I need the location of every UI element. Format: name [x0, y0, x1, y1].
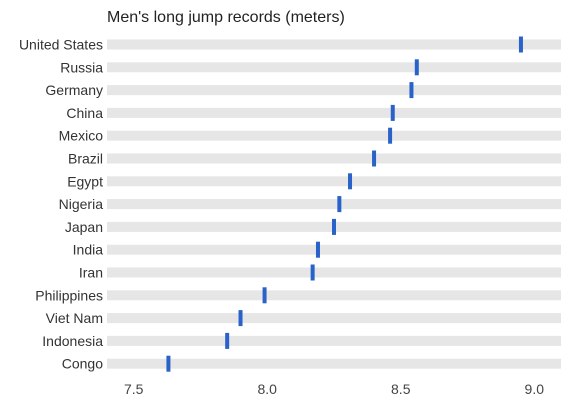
row-band-egypt: [107, 176, 561, 187]
category-label-nigeria: Nigeria: [59, 196, 104, 212]
category-label-brazil: Brazil: [68, 151, 103, 167]
value-marker-brazil[interactable]: [372, 150, 377, 167]
value-marker-russia[interactable]: [414, 59, 419, 76]
value-marker-egypt[interactable]: [348, 173, 353, 190]
value-marker-mexico[interactable]: [388, 127, 393, 144]
row-band-brazil: [107, 153, 561, 164]
value-marker-nigeria[interactable]: [337, 196, 342, 213]
category-label-china: China: [66, 105, 103, 121]
row-band-india: [107, 244, 561, 255]
chart-title: Men's long jump records (meters): [107, 9, 345, 26]
category-label-mexico: Mexico: [59, 128, 104, 144]
value-marker-viet-nam[interactable]: [238, 310, 243, 327]
row-band-viet-nam: [107, 313, 561, 324]
row-band-china: [107, 107, 561, 118]
row-band-united-states: [107, 39, 561, 50]
value-marker-china[interactable]: [390, 104, 395, 121]
value-marker-philippines[interactable]: [262, 287, 267, 304]
row-band-russia: [107, 62, 561, 73]
value-marker-germany[interactable]: [409, 82, 414, 99]
category-label-indonesia: Indonesia: [42, 333, 103, 349]
category-label-germany: Germany: [45, 82, 103, 98]
row-band-mexico: [107, 130, 561, 141]
value-marker-congo[interactable]: [166, 355, 171, 372]
row-band-nigeria: [107, 199, 561, 210]
value-marker-japan[interactable]: [332, 218, 336, 235]
category-label-russia: Russia: [60, 59, 103, 75]
category-label-japan: Japan: [65, 219, 103, 235]
row-band-indonesia: [107, 335, 561, 346]
value-markers: [166, 36, 523, 372]
value-marker-iran[interactable]: [310, 264, 315, 281]
value-marker-india[interactable]: [315, 241, 320, 258]
category-label-philippines: Philippines: [35, 287, 103, 303]
row-band-germany: [107, 85, 561, 96]
x-axis-ticks: 7.5 8.0 8.5 9.0: [124, 381, 544, 397]
category-label-egypt: Egypt: [67, 173, 103, 189]
x-tick-label: 8.5: [391, 381, 411, 397]
category-label-congo: Congo: [62, 356, 103, 372]
row-band-iran: [107, 267, 561, 278]
x-tick-label: 8.0: [258, 381, 278, 397]
row-band-philippines: [107, 290, 561, 301]
category-label-india: India: [73, 242, 104, 258]
row-band-congo: [107, 358, 561, 369]
x-tick-label: 7.5: [124, 381, 144, 397]
category-label-viet-nam: Viet Nam: [46, 310, 103, 326]
value-marker-indonesia[interactable]: [225, 332, 230, 349]
value-marker-united-states[interactable]: [518, 36, 523, 53]
category-label-iran: Iran: [79, 265, 103, 281]
row-bands: [107, 39, 561, 369]
category-label-united-states: United States: [19, 37, 103, 53]
category-labels: United States Russia Germany China Mexico Bra…: [19, 37, 103, 372]
x-tick-label: 9.0: [525, 381, 545, 397]
